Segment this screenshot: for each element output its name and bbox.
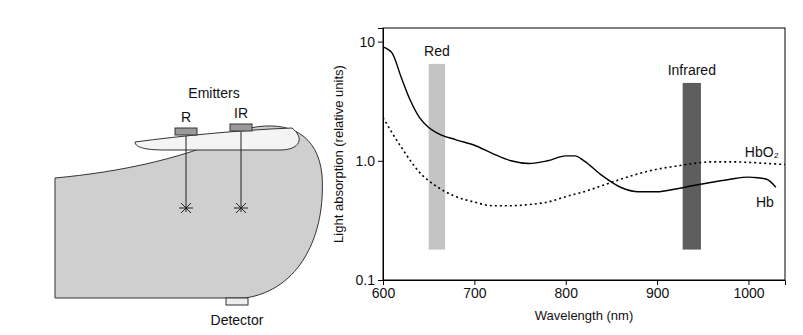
finger-diagram: R IR Emitters Detector <box>55 85 322 328</box>
series-label: Hb <box>756 194 774 210</box>
y-tick-label: 0.1 <box>356 272 376 288</box>
y-tick-label: 10 <box>359 34 375 50</box>
y-tick: 10 <box>359 34 383 50</box>
emitter <box>175 128 197 135</box>
y-axis: 0.1 1.0 10 <box>356 29 384 288</box>
y-tick-label: 1.0 <box>356 153 376 169</box>
x-axis-line <box>384 281 786 286</box>
label-ground <box>754 193 776 211</box>
x-tick: 600 <box>372 280 396 301</box>
light-ray <box>241 132 242 212</box>
nail <box>135 128 299 150</box>
emitter-label: IR <box>234 105 248 121</box>
emitter-label: R <box>181 109 191 125</box>
y-tick-mark <box>378 42 383 43</box>
series-line <box>383 47 776 192</box>
wavelength-band <box>683 83 701 250</box>
label-ground <box>743 143 781 161</box>
y-axis-line <box>378 29 384 281</box>
x-tick: 900 <box>646 280 670 301</box>
y-axis-title: Light absorption (relative units) <box>331 65 346 243</box>
series-line <box>383 118 785 206</box>
finger <box>55 126 322 298</box>
x-tick-label: 700 <box>463 285 487 301</box>
plot-frame <box>383 28 785 280</box>
y-tick-mark <box>378 280 383 281</box>
y-tick-mark <box>378 161 383 162</box>
x-axis: 600 700 800 900 1000 <box>372 280 786 301</box>
figure: R IR Emitters Detector 600 700 800 900 1000 0.1 1.… <box>0 0 803 335</box>
scatter-star <box>236 203 246 213</box>
x-tick: 700 <box>463 280 487 301</box>
detector-label: Detector <box>211 312 264 328</box>
wavelength-band <box>429 64 445 250</box>
x-tick: 1000 <box>733 280 764 301</box>
x-tick-label: 600 <box>372 285 396 301</box>
x-tick: 800 <box>555 280 579 301</box>
band-label: Infrared <box>668 62 716 78</box>
detector <box>226 298 248 305</box>
y-tick: 1.0 <box>356 153 383 169</box>
x-tick-label: 900 <box>646 285 670 301</box>
scatter-star <box>181 203 191 213</box>
emitters-title: Emitters <box>188 85 239 101</box>
series-label: HbO₂ <box>745 144 779 160</box>
scatter-star <box>181 203 191 213</box>
light-ray <box>186 136 187 212</box>
x-tick-label: 1000 <box>733 285 764 301</box>
x-axis-title: Wavelength (nm) <box>535 308 634 323</box>
x-tick-label: 800 <box>555 285 579 301</box>
y-tick: 0.1 <box>356 272 383 288</box>
plot-area <box>383 47 785 250</box>
emitter <box>230 124 252 131</box>
band-label: Red <box>424 43 450 59</box>
scatter-star <box>236 203 246 213</box>
